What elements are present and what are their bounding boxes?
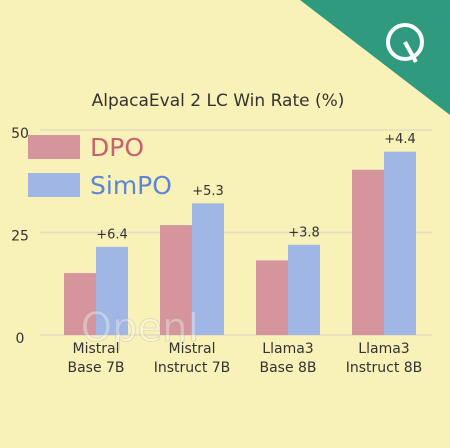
- bar: [64, 273, 96, 335]
- watermark: OpenI: [81, 305, 200, 351]
- x-tick-label: Llama3: [262, 341, 313, 357]
- annotation: +6.4: [96, 227, 128, 242]
- annotation: +4.4: [384, 132, 416, 147]
- legend-label: SimPO: [90, 171, 172, 200]
- x-tick-label: Mistral: [169, 341, 216, 357]
- annotation: +3.8: [288, 225, 320, 240]
- legend-swatch: [28, 173, 80, 197]
- legend-swatch: [28, 135, 80, 159]
- y-tick-label: 25: [11, 229, 29, 245]
- x-tick-label: Mistral: [73, 341, 120, 357]
- logo: [386, 23, 424, 61]
- bar: [256, 260, 288, 335]
- x-tick-label: Llama3: [358, 341, 409, 357]
- legend-label: DPO: [90, 133, 144, 162]
- bar: [96, 246, 128, 335]
- bar: [352, 169, 384, 335]
- bar: [384, 151, 416, 335]
- annotation: +5.3: [192, 184, 224, 199]
- x-tick-label: Base 8B: [259, 360, 316, 376]
- y-tick-label: 50: [11, 126, 29, 142]
- chart-title: AlpacaEval 2 LC Win Rate (%): [92, 91, 345, 111]
- bar: [192, 203, 224, 335]
- y-tick-label: 0: [16, 331, 25, 347]
- bar: [160, 225, 192, 335]
- bar: [288, 244, 320, 335]
- x-tick-label: Base 7B: [67, 360, 124, 376]
- x-tick-label: Instruct 8B: [346, 360, 423, 376]
- logo: [403, 41, 418, 63]
- x-tick-label: Instruct 7B: [154, 360, 231, 376]
